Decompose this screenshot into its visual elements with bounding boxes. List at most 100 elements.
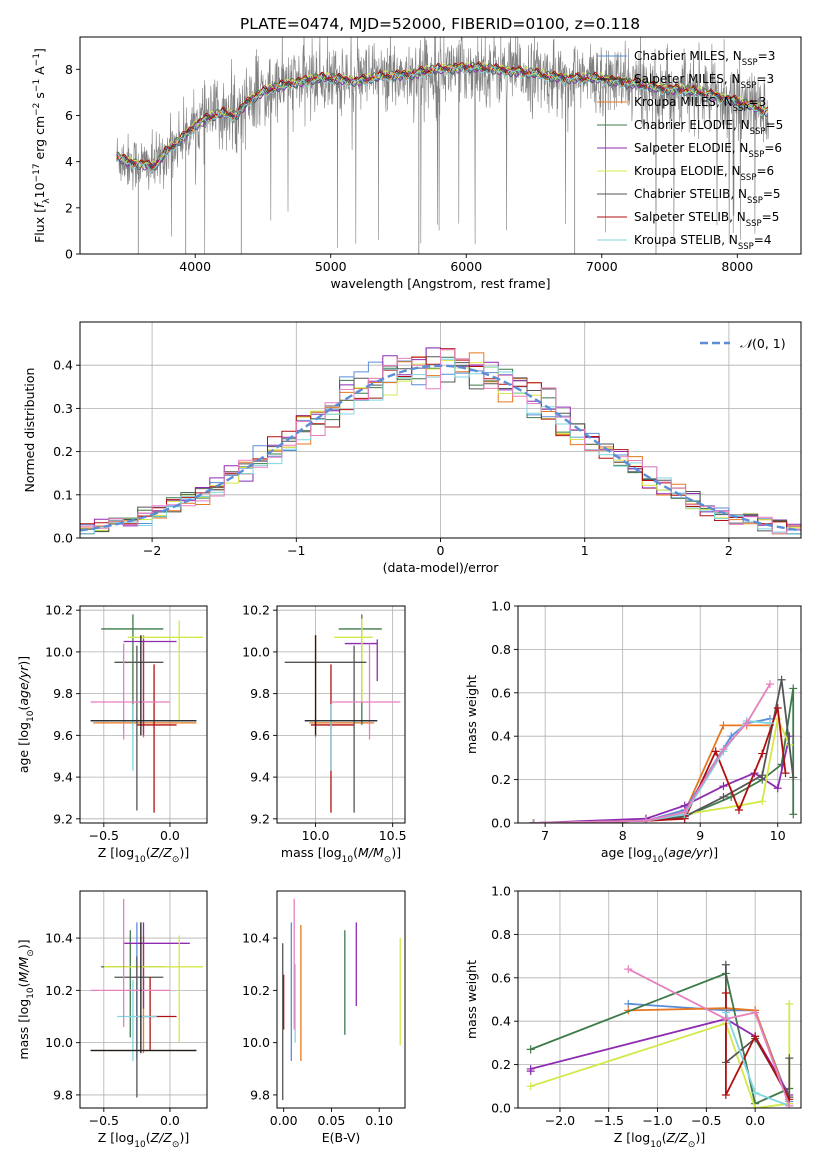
weight-marker bbox=[751, 1088, 760, 1097]
weight-marker bbox=[758, 771, 767, 780]
weight_vs_Z-frame bbox=[517, 890, 802, 1109]
weight-marker bbox=[777, 675, 786, 684]
weight-marker bbox=[773, 714, 782, 723]
x-axis-label: mass [log10(M/M⊙)] bbox=[281, 845, 401, 865]
spectrum-frame bbox=[79, 36, 802, 255]
y-tick-label: 10.4 bbox=[45, 931, 73, 946]
x-tick-label: 4000 bbox=[179, 259, 211, 274]
age_vs_mass-grid bbox=[277, 606, 405, 823]
weight_vs_Z-plot-area bbox=[526, 960, 794, 1108]
y-tick-label: 10.2 bbox=[242, 983, 270, 998]
x-tick-label: 7000 bbox=[586, 259, 618, 274]
legend-entry: Salpeter MILES, NSSP=3 bbox=[634, 72, 774, 91]
weight-marker bbox=[734, 805, 743, 814]
model-line-kroupa-elodie bbox=[116, 61, 769, 168]
x-tick-label: 6000 bbox=[450, 259, 482, 274]
mass_vs_ebv-plot-area bbox=[282, 898, 401, 1101]
weight-marker bbox=[781, 769, 790, 778]
y-tick-label: 9.6 bbox=[250, 728, 270, 743]
age_vs_Z-plot-area bbox=[90, 614, 204, 813]
x-axis-label: age [log10(age/yr)] bbox=[601, 845, 718, 865]
weight-marker bbox=[529, 819, 538, 823]
weight-marker bbox=[719, 745, 728, 754]
x-axis-label: wavelength [Angstrom, rest frame] bbox=[330, 276, 550, 291]
age_vs_Z-panel: −0.5 0.0 9.2 9.4 9.6 9.8 10.0 10.2 Z [log10(Z/Z⊙… bbox=[16, 603, 208, 865]
x-tick-label: −2.0 bbox=[545, 1113, 575, 1128]
x-tick-label: 7 bbox=[541, 828, 549, 843]
x-axis-label: Z [log10(Z/Z⊙)] bbox=[98, 1130, 189, 1150]
y-tick-label: 1.0 bbox=[491, 599, 511, 614]
x-tick-label: 0.0 bbox=[160, 828, 180, 843]
x-tick-label: 0.10 bbox=[365, 1113, 393, 1128]
y-tick-label: 10.4 bbox=[242, 931, 270, 946]
age_vs_Z-ticks: −0.5 0.0 9.2 9.4 9.6 9.8 10.0 10.2 bbox=[45, 603, 180, 843]
weight_vs_Z-ticks: −2.0 −1.5 −1.0 −0.5 0.0 0.0 0.2 0.4 0.6 0.8 1.0 bbox=[491, 884, 765, 1129]
x-tick-label: −0.5 bbox=[89, 1113, 119, 1128]
weight_vs_age-ticks: 7 8 9 10 0.0 0.2 0.4 0.6 0.8 1.0 bbox=[491, 599, 786, 844]
weight-marker bbox=[727, 732, 736, 741]
weight_vs_age-grid bbox=[518, 605, 801, 824]
legend-entry: Chabrier STELIB, NSSP=5 bbox=[634, 187, 781, 206]
spectrum-plot-area bbox=[116, 37, 769, 254]
y-tick-label: 0 bbox=[65, 247, 73, 262]
y-axis-label: mass weight bbox=[464, 675, 479, 754]
weight-marker bbox=[785, 1054, 794, 1063]
weight-marker bbox=[721, 988, 730, 997]
y-tick-label: 0.0 bbox=[491, 816, 511, 831]
weight-marker bbox=[751, 1104, 760, 1108]
x-tick-label: −1.5 bbox=[594, 1113, 624, 1128]
weight_vs_Z-panel: −2.0 −1.5 −1.0 −0.5 0.0 0.0 0.2 0.4 0.6 0.8 1.0 Z [… bbox=[464, 884, 802, 1150]
spectrum-legend: Chabrier MILES, NSSP=3 Salpeter MILES, NS… bbox=[597, 49, 783, 252]
weight-marker bbox=[721, 960, 730, 969]
y-tick-label: 0.4 bbox=[491, 1014, 511, 1029]
plots-layer: 4000 5000 6000 7000 8000 0 2 4 6 8 Chabrier MILES,… bbox=[16, 36, 802, 1150]
weight-marker bbox=[789, 810, 798, 819]
spectrum-ticks: 4000 5000 6000 7000 8000 0 2 4 6 8 bbox=[65, 62, 753, 274]
y-tick-label: 10.0 bbox=[242, 1035, 270, 1050]
x-axis-label: Z [log10(Z/Z⊙)] bbox=[614, 1130, 705, 1150]
y-tick-label: 2 bbox=[65, 200, 73, 215]
x-axis-label: Z [log10(Z/Z⊙)] bbox=[98, 845, 189, 865]
y-tick-label: 0.0 bbox=[53, 531, 73, 546]
weight-marker bbox=[711, 747, 720, 756]
mass_vs_ebv-panel: 0.00 0.05 0.10 9.8 10.0 10.2 10.4 E(B-V) bbox=[242, 890, 406, 1145]
y-tick-label: 0.2 bbox=[491, 1057, 511, 1072]
residuals-panel: −2 −1 0 1 2 0.0 0.1 0.2 0.3 0.4 𝒩(0, 1) (data-model… bbox=[22, 321, 802, 575]
y-tick-label: 9.8 bbox=[53, 686, 73, 701]
y-tick-label: 9.2 bbox=[250, 811, 270, 826]
weight-marker bbox=[624, 965, 633, 974]
weight-marker bbox=[526, 1064, 535, 1073]
weight-marker bbox=[721, 1015, 730, 1024]
mass_vs_Z-grid bbox=[80, 891, 207, 1108]
weight-marker bbox=[789, 773, 798, 782]
y-axis-label: Flux [fλ10−17 erg cm−2 s−1 A−1] bbox=[32, 48, 52, 243]
y-tick-label: 0.8 bbox=[491, 642, 511, 657]
weight_vs_age-frame bbox=[517, 605, 802, 824]
weight-line bbox=[530, 1003, 791, 1108]
weight-line bbox=[530, 972, 790, 1105]
weight-marker bbox=[765, 680, 774, 689]
x-tick-label: 0.0 bbox=[745, 1113, 765, 1128]
y-tick-label: 0.3 bbox=[53, 401, 73, 416]
mass_vs_ebv-ticks: 0.00 0.05 0.10 9.8 10.0 10.2 10.4 bbox=[242, 931, 393, 1128]
y-tick-label: 8 bbox=[65, 62, 73, 77]
weight-line bbox=[533, 717, 771, 823]
weight-marker bbox=[751, 1008, 760, 1017]
x-tick-label: 9 bbox=[696, 828, 704, 843]
y-tick-label: 6 bbox=[65, 108, 73, 123]
y-tick-label: 0.0 bbox=[491, 1101, 511, 1116]
y-tick-label: 10.0 bbox=[242, 644, 270, 659]
x-tick-label: −0.5 bbox=[691, 1113, 721, 1128]
age_vs_mass-ticks: 10.0 10.5 9.2 9.4 9.6 9.8 10.0 10.2 bbox=[242, 603, 406, 843]
legend-entry: Kroupa STELIB, NSSP=4 bbox=[634, 233, 772, 252]
x-tick-label: 8000 bbox=[721, 259, 753, 274]
x-axis-label: E(B-V) bbox=[322, 1130, 361, 1145]
x-tick-label: 0 bbox=[437, 543, 445, 558]
weight-marker bbox=[773, 784, 782, 793]
weight-marker bbox=[719, 782, 728, 791]
weight-marker bbox=[758, 797, 767, 806]
y-tick-label: 0.2 bbox=[491, 772, 511, 787]
y-tick-label: 9.2 bbox=[53, 811, 73, 826]
weight-marker bbox=[680, 808, 689, 817]
weight-marker bbox=[765, 719, 774, 728]
